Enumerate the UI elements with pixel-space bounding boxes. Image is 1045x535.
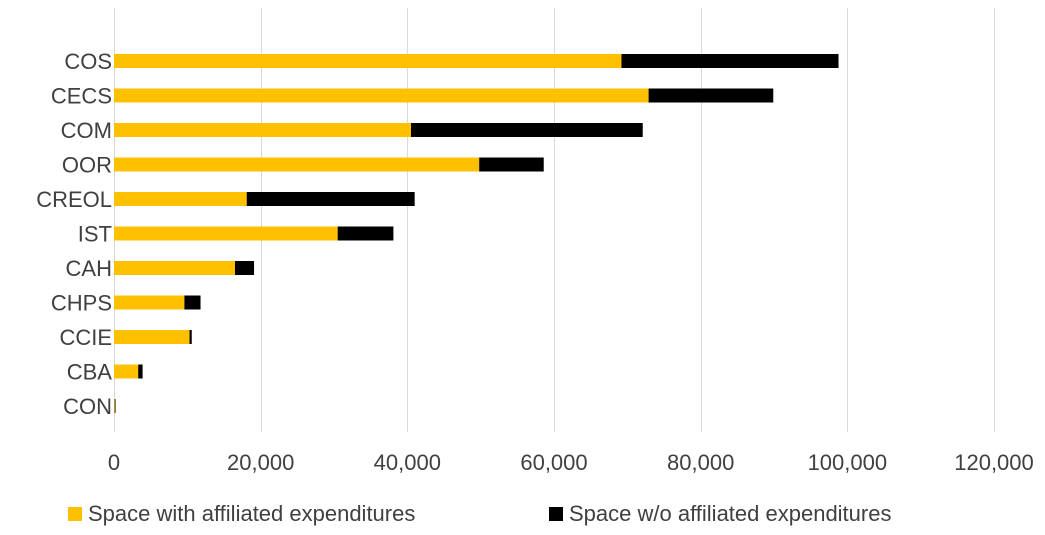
legend-label-2: Space w/o affiliated expenditures (569, 501, 891, 526)
x-tick-label-3: 60,000 (520, 450, 587, 475)
legend-swatch-1 (68, 507, 82, 521)
x-tick-label-0: 0 (108, 450, 120, 475)
bar-creol-series-2 (246, 192, 415, 206)
bars (114, 54, 839, 413)
bar-ist-series-1 (114, 226, 338, 241)
category-label-chps: CHPS (51, 291, 112, 316)
x-tick-label-2: 40,000 (374, 450, 441, 475)
x-tick-label-6: 120,000 (954, 450, 1034, 475)
bar-chps-series-2 (184, 295, 201, 310)
category-label-ccie: CCIE (59, 325, 112, 350)
bar-cos-series-2 (621, 54, 839, 68)
x-tick-labels: 0 20,000 40,000 60,000 80,000 100,000 120,000 (108, 450, 1034, 475)
x-tick-label-4: 80,000 (667, 450, 734, 475)
bar-cos-series-1 (114, 54, 622, 68)
bar-cecs-series-1 (114, 88, 649, 103)
bar-com-series-1 (114, 123, 411, 137)
bar-ist-series-2 (337, 226, 394, 241)
gridlines (114, 8, 995, 432)
category-label-cecs: CECS (51, 84, 112, 109)
bar-chps-series-1 (114, 295, 185, 310)
category-label-con: CON (63, 394, 112, 419)
bar-con-series-1 (114, 399, 115, 413)
bar-oor-series-2 (479, 157, 544, 172)
x-tick-label-5: 100,000 (808, 450, 888, 475)
bar-com-series-2 (411, 123, 643, 137)
category-label-oor: OOR (62, 153, 112, 178)
category-label-cos: COS (64, 49, 112, 74)
bar-ccie-series-2 (189, 330, 192, 344)
bar-ccie-series-1 (114, 330, 190, 344)
bar-cecs-series-2 (648, 88, 774, 103)
category-labels: COS CECS COM OOR CREOL IST CAH CHPS CCIE CBA CON (36, 49, 112, 419)
category-label-com: COM (61, 118, 112, 143)
bar-cba-series-1 (114, 364, 139, 379)
legend-label-1: Space with affiliated expenditures (88, 501, 415, 526)
bar-oor-series-1 (114, 157, 480, 172)
category-label-ist: IST (78, 222, 112, 247)
x-tick-label-1: 20,000 (227, 450, 294, 475)
legend: Space with affiliated expenditures Space … (68, 501, 891, 526)
legend-swatch-2 (549, 507, 563, 521)
bar-con-series-2 (114, 399, 116, 413)
bar-cba-series-2 (138, 364, 143, 379)
category-label-cah: CAH (66, 256, 112, 281)
category-label-creol: CREOL (36, 187, 112, 212)
bar-cah-series-2 (235, 261, 255, 275)
bar-creol-series-1 (114, 192, 247, 206)
category-label-cba: CBA (67, 360, 113, 385)
bar-cah-series-1 (114, 261, 235, 275)
